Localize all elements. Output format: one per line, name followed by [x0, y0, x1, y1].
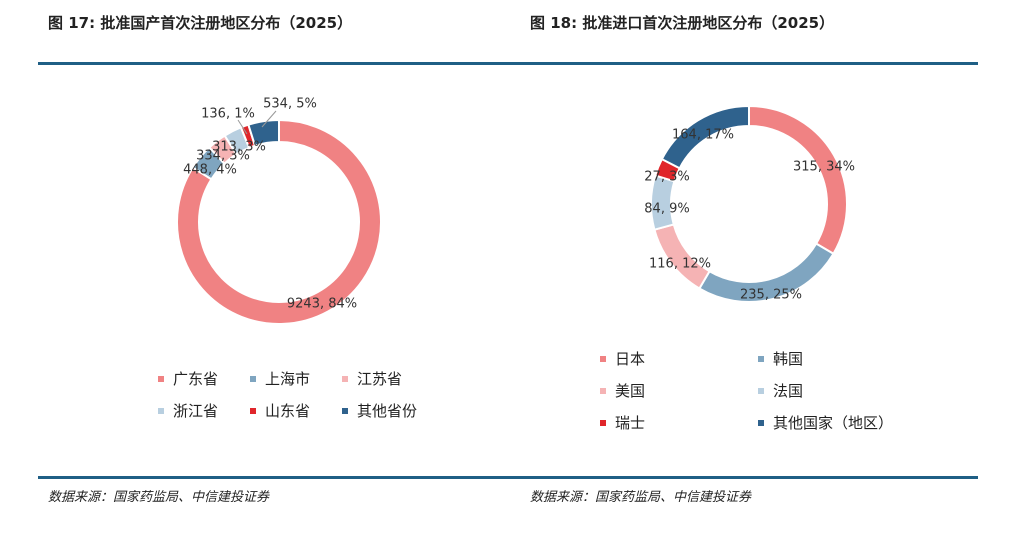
- data-label-left-5: 534, 5%: [263, 97, 317, 112]
- legend-label: 其他省份: [357, 402, 418, 420]
- chart-title-right: 图 18: 批准进口首次注册地区分布（2025）: [530, 14, 835, 32]
- data-label-right-4: 27, 3%: [644, 170, 689, 185]
- legend-item: 浙江省: [158, 400, 218, 421]
- legend-label: 日本: [615, 350, 646, 368]
- data-label-left-4: 136, 1%: [201, 107, 255, 122]
- data-label-left-3: 313, 3%: [212, 140, 266, 155]
- source-note-left: 数据来源：国家药监局、中信建投证券: [48, 490, 270, 505]
- bottom-divider: [38, 476, 978, 479]
- data-label-right-5: 164, 17%: [672, 128, 734, 143]
- legend-label: 美国: [615, 382, 646, 400]
- legend-swatch: [600, 419, 606, 426]
- donut-left-slice-5: [247, 118, 280, 147]
- legend-label: 浙江省: [173, 402, 219, 420]
- legend-swatch: [250, 375, 256, 382]
- legend-item: 瑞士: [600, 412, 645, 433]
- legend-swatch: [758, 419, 764, 426]
- leader-line-1: [261, 110, 277, 128]
- legend-swatch: [342, 407, 348, 414]
- legend-label: 法国: [773, 382, 804, 400]
- legend-swatch: [600, 387, 606, 394]
- legend-label: 瑞士: [615, 414, 646, 432]
- legend-item: 其他省份: [342, 400, 417, 421]
- leader-line-0: [237, 119, 248, 135]
- legend-item: 法国: [758, 380, 803, 401]
- legend-label: 广东省: [173, 370, 219, 388]
- legend-swatch: [758, 355, 764, 362]
- data-label-right-2: 116, 12%: [649, 257, 711, 272]
- legend-item: 广东省: [158, 368, 218, 389]
- legend-swatch: [600, 355, 606, 362]
- legend-item: 韩国: [758, 348, 803, 369]
- legend-label: 其他国家（地区）: [773, 414, 894, 432]
- donut-left-slice-0: [176, 118, 382, 325]
- donut-right-slice-5: [660, 104, 750, 170]
- donut-right-slice-0: [748, 104, 848, 256]
- top-divider: [38, 62, 978, 65]
- legend-swatch: [158, 407, 164, 414]
- chart-title-left: 图 17: 批准国产首次注册地区分布（2025）: [48, 14, 353, 32]
- legend-item: 美国: [600, 380, 645, 401]
- legend-swatch: [158, 375, 164, 382]
- legend-item: 江苏省: [342, 368, 402, 389]
- data-label-right-0: 315, 34%: [793, 160, 855, 175]
- data-label-left-0: 9243, 84%: [287, 297, 357, 312]
- legend-swatch: [758, 387, 764, 394]
- data-label-left-1: 448, 4%: [183, 163, 237, 178]
- source-note-right: 数据来源：国家药监局、中信建投证券: [530, 490, 752, 505]
- data-label-left-2: 334, 3%: [196, 149, 250, 164]
- legend-label: 江苏省: [357, 370, 403, 388]
- legend-swatch: [250, 407, 256, 414]
- legend-swatch: [342, 375, 348, 382]
- legend-label: 上海市: [265, 370, 311, 388]
- legend-label: 山东省: [265, 402, 311, 420]
- data-label-right-1: 235, 25%: [740, 288, 802, 303]
- legend-item: 山东省: [250, 400, 310, 421]
- legend-item: 其他国家（地区）: [758, 412, 893, 433]
- legend-label: 韩国: [773, 350, 804, 368]
- data-label-right-3: 84, 9%: [644, 202, 689, 217]
- legend-item: 日本: [600, 348, 645, 369]
- legend-item: 上海市: [250, 368, 310, 389]
